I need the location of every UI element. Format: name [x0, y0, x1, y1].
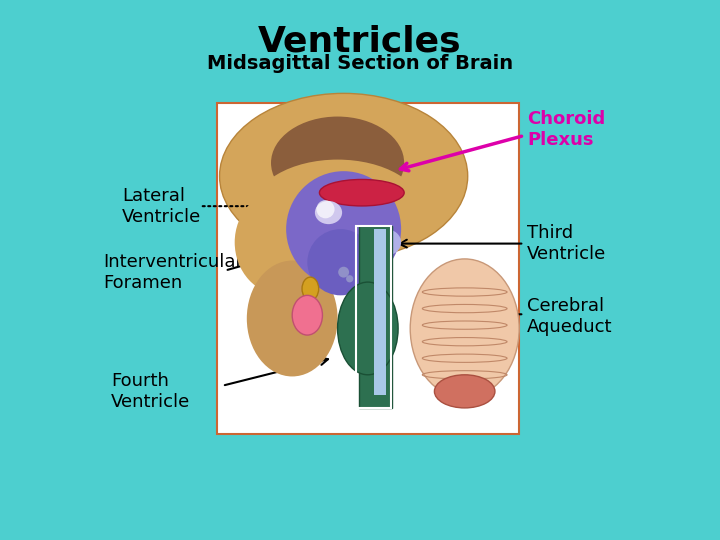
- Bar: [356, 226, 390, 408]
- Ellipse shape: [292, 295, 323, 335]
- Bar: [359, 226, 392, 408]
- Ellipse shape: [307, 229, 374, 295]
- Text: Ventricles: Ventricles: [258, 24, 462, 58]
- Text: Lateral
Ventricle: Lateral Ventricle: [122, 187, 202, 226]
- Ellipse shape: [259, 190, 386, 282]
- Bar: [217, 103, 519, 434]
- Ellipse shape: [235, 190, 331, 295]
- Text: Fourth
Ventricle: Fourth Ventricle: [111, 372, 191, 410]
- Text: Choroid
Plexus: Choroid Plexus: [527, 110, 606, 148]
- Text: Interventricular
Foramen: Interventricular Foramen: [103, 253, 243, 292]
- Ellipse shape: [371, 229, 401, 255]
- Text: Cerebral
Aqueduct: Cerebral Aqueduct: [527, 297, 613, 336]
- Text: Third
Ventricle: Third Ventricle: [527, 224, 606, 263]
- Ellipse shape: [253, 160, 423, 259]
- Ellipse shape: [271, 117, 404, 210]
- Text: Midsagittal Section of Brain: Midsagittal Section of Brain: [207, 54, 513, 73]
- Ellipse shape: [320, 179, 404, 206]
- Ellipse shape: [302, 277, 319, 300]
- Circle shape: [338, 267, 349, 278]
- Ellipse shape: [247, 261, 338, 376]
- Ellipse shape: [338, 282, 398, 375]
- Ellipse shape: [286, 171, 401, 287]
- Ellipse shape: [315, 201, 342, 224]
- Ellipse shape: [410, 259, 519, 398]
- Ellipse shape: [434, 375, 495, 408]
- Circle shape: [346, 275, 354, 282]
- Bar: [374, 229, 386, 395]
- Circle shape: [316, 200, 335, 218]
- Ellipse shape: [220, 93, 468, 259]
